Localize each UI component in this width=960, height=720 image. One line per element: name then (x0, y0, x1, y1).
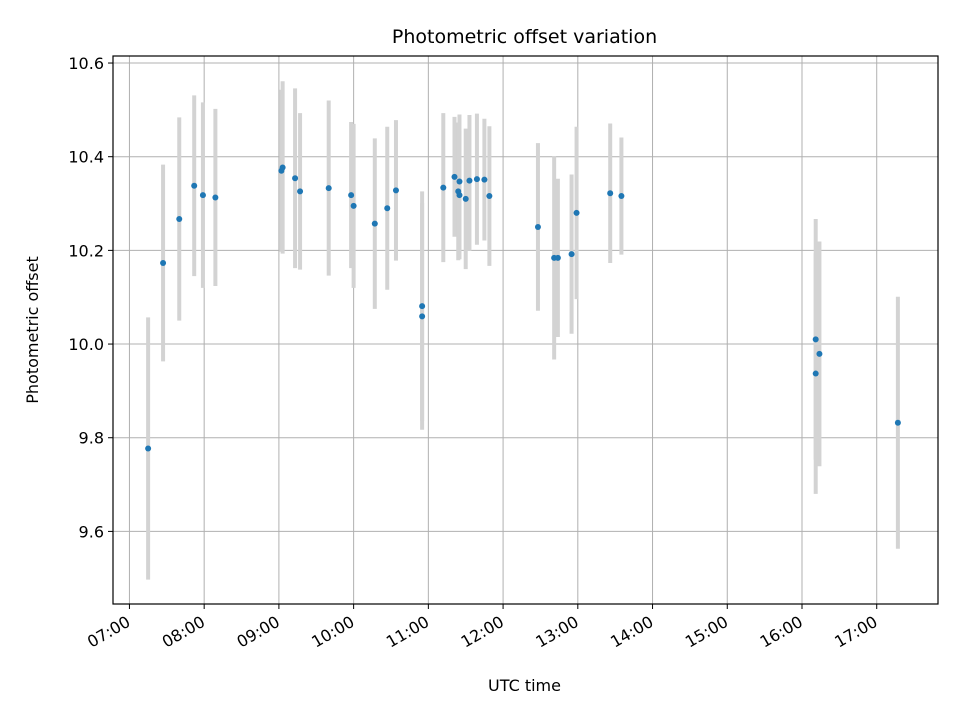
data-point (812, 370, 819, 377)
data-point (199, 192, 206, 199)
data-point (325, 185, 332, 192)
data-point (440, 184, 447, 191)
data-point (607, 190, 614, 197)
data-point (466, 177, 473, 184)
data-point (419, 313, 426, 320)
data-point (462, 195, 469, 202)
y-axis-ticks: 9.6 9.8 10.0 10.2 10.4 10.6 (68, 54, 113, 541)
data-point (573, 209, 580, 216)
data-point (279, 164, 286, 171)
data-point (816, 350, 823, 357)
data-point (534, 223, 541, 230)
data-point (554, 254, 561, 261)
y-tick-label: 10.0 (68, 335, 104, 354)
x-axis-title: UTC time (488, 676, 561, 695)
y-tick-label: 10.4 (68, 148, 104, 167)
data-point (371, 220, 378, 227)
y-tick-label: 10.6 (68, 54, 104, 73)
data-point (486, 193, 493, 200)
data-point (384, 205, 391, 212)
data-point (456, 178, 463, 185)
data-point (451, 173, 458, 180)
data-point (212, 194, 219, 201)
data-points (145, 164, 901, 452)
data-point (419, 303, 426, 310)
data-point (812, 336, 819, 343)
chart-title: Photometric offset variation (392, 26, 657, 48)
data-point (297, 188, 304, 195)
data-point (894, 419, 901, 426)
data-point (456, 192, 463, 199)
data-point (292, 175, 299, 182)
data-point (618, 193, 625, 200)
data-point (348, 192, 355, 199)
data-point (176, 215, 183, 222)
y-tick-label: 9.6 (79, 522, 104, 541)
y-tick-label: 9.8 (79, 429, 104, 448)
plot-frame (112, 55, 939, 605)
data-point (568, 251, 575, 258)
y-axis-title: Photometric offset (23, 256, 42, 404)
data-point (191, 182, 198, 189)
data-point (473, 176, 480, 183)
data-point (481, 176, 488, 183)
y-tick-label: 10.2 (68, 241, 104, 260)
data-point (160, 260, 167, 267)
data-point (392, 187, 399, 194)
grid (113, 56, 938, 604)
data-point (350, 202, 357, 209)
data-point (145, 445, 152, 452)
